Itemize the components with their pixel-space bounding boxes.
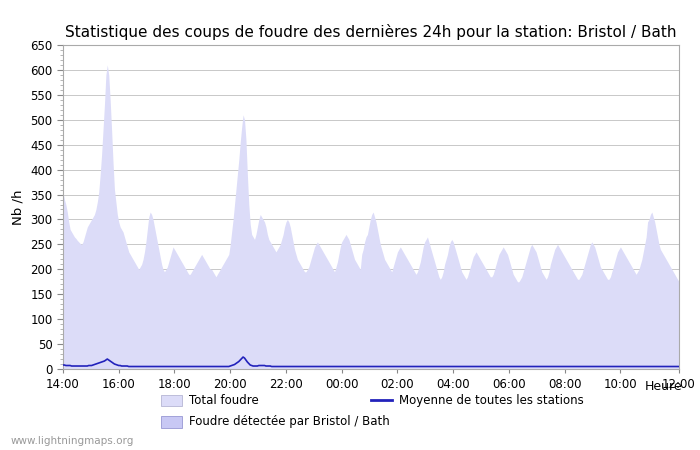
Y-axis label: Nb /h: Nb /h bbox=[12, 189, 24, 225]
Title: Statistique des coups de foudre des dernières 24h pour la station: Bristol / Bat: Statistique des coups de foudre des dern… bbox=[65, 24, 677, 40]
Text: Moyenne de toutes les stations: Moyenne de toutes les stations bbox=[399, 394, 584, 406]
Text: www.lightningmaps.org: www.lightningmaps.org bbox=[10, 436, 134, 446]
Text: Total foudre: Total foudre bbox=[189, 394, 259, 406]
Text: Heure: Heure bbox=[645, 380, 682, 393]
Text: Foudre détectée par Bristol / Bath: Foudre détectée par Bristol / Bath bbox=[189, 415, 390, 428]
